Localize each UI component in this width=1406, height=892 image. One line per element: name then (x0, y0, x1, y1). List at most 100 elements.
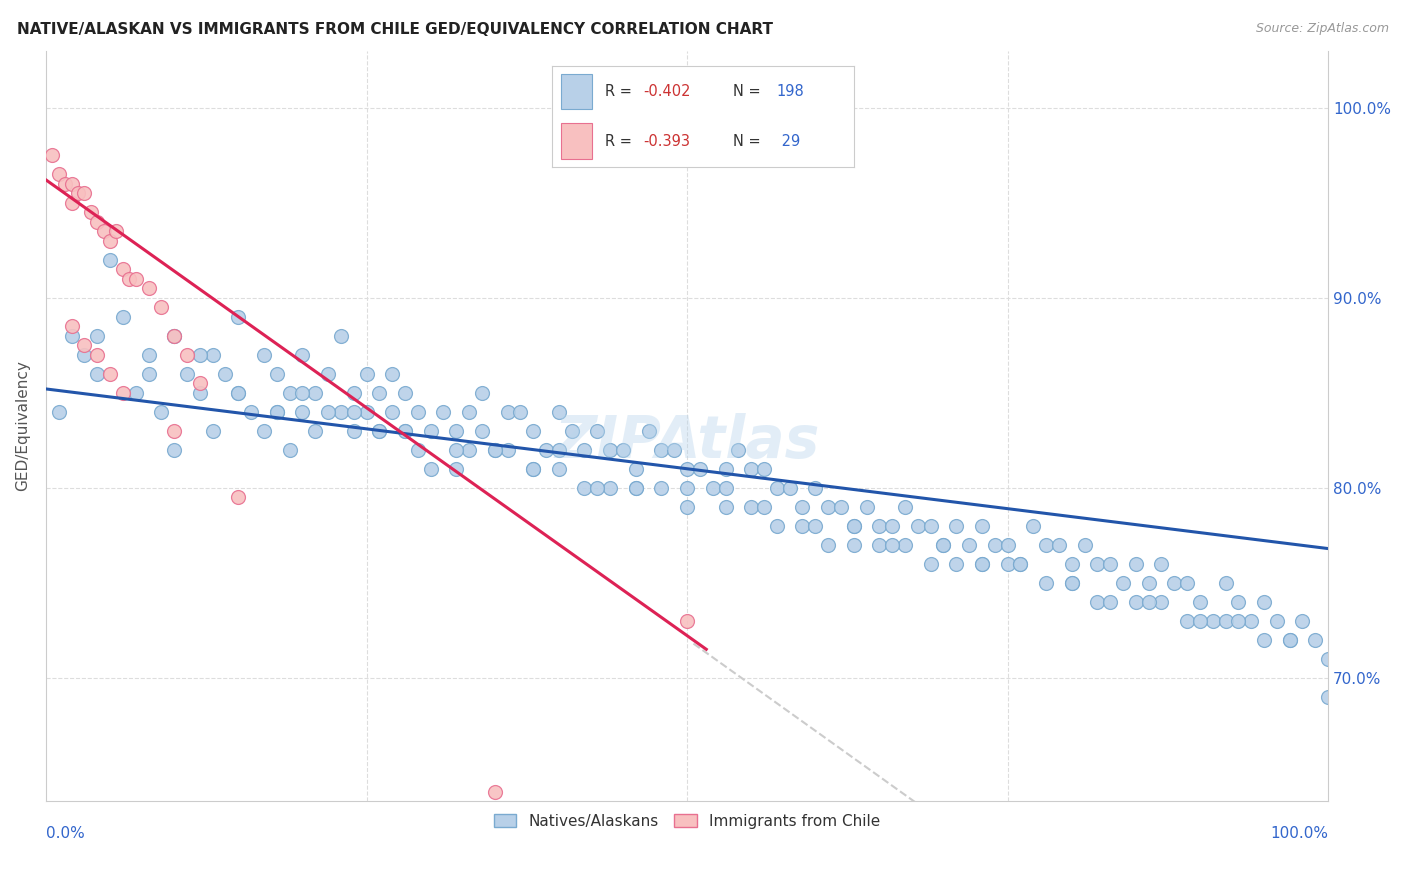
Point (48, 167, 70, 181)
Point (111, 385, 134, 400)
Point (547, 462, 569, 476)
Point (111, 310, 134, 324)
Point (1305, 632, 1327, 647)
Point (676, 614, 699, 628)
Point (714, 462, 737, 476)
Point (957, 538, 980, 552)
Point (73, 186, 96, 201)
Point (740, 500, 762, 514)
Point (125, 385, 148, 400)
Point (329, 405, 352, 419)
Point (394, 424, 416, 438)
Point (138, 348, 160, 362)
Point (1202, 614, 1225, 628)
Point (765, 518, 787, 533)
Point (1317, 652, 1340, 666)
Point (226, 385, 249, 400)
Point (163, 442, 186, 457)
Point (1125, 557, 1147, 571)
Point (496, 442, 519, 457)
Point (1240, 614, 1263, 628)
Point (266, 405, 288, 419)
Point (304, 385, 326, 400)
Point (446, 424, 468, 438)
Point (73, 348, 96, 362)
Point (1060, 575, 1083, 590)
Point (804, 518, 827, 533)
Point (446, 462, 468, 476)
Point (624, 481, 647, 495)
Point (446, 442, 468, 457)
Point (291, 348, 314, 362)
Point (1010, 557, 1032, 571)
Y-axis label: GED/Equivalency: GED/Equivalency (15, 360, 30, 491)
Point (1317, 690, 1340, 704)
Point (932, 538, 955, 552)
Point (343, 424, 366, 438)
Point (740, 462, 762, 476)
Point (73, 338, 96, 352)
Point (125, 271, 148, 285)
Point (118, 271, 141, 285)
Point (1099, 557, 1122, 571)
Point (304, 424, 326, 438)
Point (138, 367, 160, 381)
Point (1137, 575, 1160, 590)
Point (752, 500, 775, 514)
Point (1150, 595, 1173, 609)
Point (534, 442, 557, 457)
Point (60, 195, 83, 210)
Point (842, 518, 865, 533)
Point (664, 442, 686, 457)
Point (547, 405, 569, 419)
Point (1215, 614, 1237, 628)
Point (316, 405, 339, 419)
Point (792, 518, 814, 533)
Point (406, 442, 429, 457)
Point (176, 348, 198, 362)
Point (1278, 632, 1301, 647)
Point (1163, 575, 1185, 590)
Point (676, 500, 699, 514)
Point (471, 424, 494, 438)
Point (752, 462, 775, 476)
Point (1291, 614, 1313, 628)
Point (432, 405, 454, 419)
Point (1188, 614, 1211, 628)
Point (842, 538, 865, 552)
Point (53, 177, 76, 191)
Point (458, 442, 481, 457)
Point (1188, 595, 1211, 609)
Point (522, 424, 544, 438)
Point (98, 252, 121, 267)
Point (676, 462, 699, 476)
Point (522, 462, 544, 476)
Point (714, 500, 737, 514)
Point (650, 442, 672, 457)
Point (650, 481, 672, 495)
Point (1022, 518, 1045, 533)
Point (163, 424, 186, 438)
Point (484, 442, 506, 457)
Point (176, 367, 198, 381)
Point (163, 328, 186, 343)
Point (574, 442, 596, 457)
Point (907, 518, 929, 533)
Point (60, 319, 83, 334)
Point (163, 328, 186, 343)
Point (484, 785, 506, 799)
Point (574, 481, 596, 495)
Point (599, 481, 621, 495)
Point (1085, 557, 1108, 571)
Point (676, 481, 699, 495)
Point (93, 224, 115, 238)
Point (945, 557, 967, 571)
Point (868, 518, 890, 533)
Point (984, 538, 1007, 552)
Point (278, 385, 301, 400)
Point (1047, 538, 1070, 552)
Point (86, 328, 108, 343)
Point (163, 328, 186, 343)
Point (291, 405, 314, 419)
Point (842, 518, 865, 533)
